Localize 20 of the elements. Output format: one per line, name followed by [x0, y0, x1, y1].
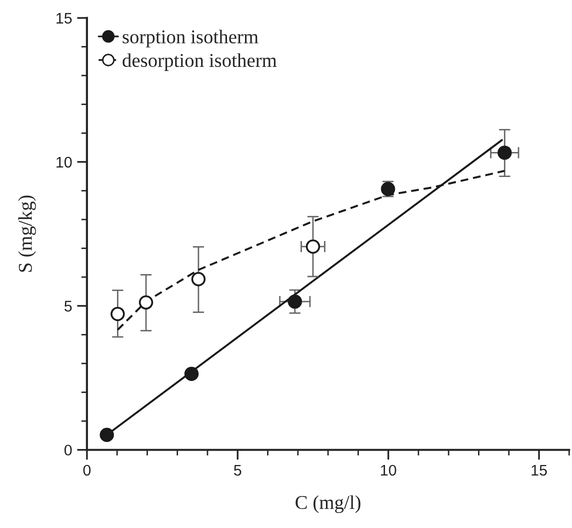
- point: [498, 146, 512, 160]
- point: [191, 272, 206, 286]
- point: [110, 306, 125, 322]
- legend-label: desorption isotherm: [122, 53, 277, 71]
- point: [184, 366, 199, 381]
- y-axis-title: S (mg/kg): [18, 196, 36, 272]
- y-tick-label: 0: [64, 444, 72, 456]
- x-tick-label: 5: [234, 465, 242, 476]
- point: [138, 295, 154, 310]
- point: [100, 428, 114, 442]
- x-tick-label: 15: [532, 465, 547, 476]
- y-tick-label: 5: [64, 300, 72, 312]
- x-tick-label: 0: [83, 464, 91, 476]
- x-tick-label: 10: [380, 464, 396, 476]
- legend-label: sorption isotherm: [122, 30, 258, 48]
- y-tick-label: 15: [56, 12, 72, 24]
- y-tick-label: 10: [56, 156, 72, 168]
- point: [288, 294, 302, 309]
- point: [306, 239, 320, 254]
- x-axis-title: C (mg/l): [296, 495, 360, 514]
